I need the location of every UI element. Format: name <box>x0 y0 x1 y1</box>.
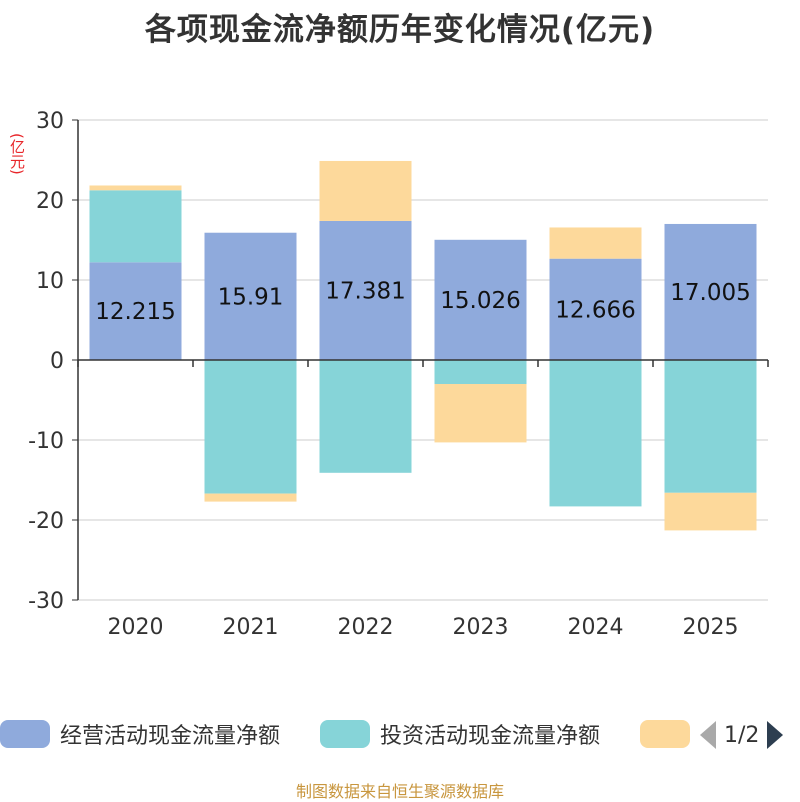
next-page-icon[interactable] <box>767 721 784 749</box>
x-tick-label: 2024 <box>568 615 624 640</box>
bar-2025-series-0 <box>664 223 757 360</box>
bar-2025-series-2 <box>664 492 757 531</box>
y-tick-label: 20 <box>36 189 64 214</box>
legend-pager: 1/2 <box>700 718 784 752</box>
chart-title: 各项现金流净额历年变化情况(亿元) <box>144 12 656 48</box>
data-label-2022: 17.381 <box>325 278 405 304</box>
legend-item-financing[interactable] <box>640 716 700 752</box>
legend-swatch-financing <box>640 720 690 748</box>
bar-2021-series-1 <box>204 360 297 494</box>
y-tick-label: -20 <box>28 509 64 534</box>
data-label-2025: 17.005 <box>670 280 750 306</box>
bar-2022-series-1 <box>319 360 412 473</box>
legend-label-investing: 投资活动现金流量净额 <box>380 724 601 749</box>
x-tick-label: 2022 <box>338 615 394 640</box>
data-label-2023: 15.026 <box>440 288 520 314</box>
legend-item-investing[interactable]: 投资活动现金流量净额 <box>320 716 600 752</box>
y-tick-label: 30 <box>36 109 64 134</box>
y-axis-unit-label: (亿元) <box>8 133 26 175</box>
bar-2021-series-2 <box>204 493 297 502</box>
y-tick-label: -10 <box>28 429 64 454</box>
legend-swatch-investing <box>320 720 370 748</box>
bar-2024-series-2 <box>549 227 642 259</box>
x-tick-label: 2020 <box>108 615 164 640</box>
legend: 经营活动现金流量净额 投资活动现金流量净额 <box>0 716 800 756</box>
legend-label-operating: 经营活动现金流量净额 <box>60 724 281 749</box>
data-label-2020: 12.215 <box>95 299 175 325</box>
y-tick-label: 10 <box>36 269 64 294</box>
bar-2025-series-1 <box>664 360 757 493</box>
bar-2021-series-0 <box>204 232 297 360</box>
data-source-note: 制图数据来自恒生聚源数据库 <box>295 782 504 801</box>
axes: 30 20 10 0 -10 -20 -30 2020 2021 2022 2023 2024 2025 <box>28 109 769 640</box>
bar-2024-series-0 <box>549 258 642 360</box>
legend-swatch-operating <box>0 720 50 748</box>
data-label-2024: 12.666 <box>555 297 635 323</box>
bar-2023-series-2 <box>434 384 527 443</box>
bar-2023-series-1 <box>434 360 527 384</box>
x-tick-label: 2023 <box>453 615 509 640</box>
bar-chart: 30 20 10 0 -10 -20 -30 2020 2021 2022 2023 2024 2025… <box>28 109 769 640</box>
bar-2022-series-2 <box>319 160 412 221</box>
x-tick-label: 2021 <box>223 615 279 640</box>
bars <box>89 160 757 531</box>
data-label-2021: 15.91 <box>218 284 284 310</box>
y-tick-label: 0 <box>50 349 64 374</box>
bar-2023-series-0 <box>434 239 527 360</box>
bar-2020-series-0 <box>89 262 182 360</box>
y-tick-label: -30 <box>28 589 64 614</box>
bar-2024-series-1 <box>549 360 642 507</box>
bar-2020-series-1 <box>89 190 182 263</box>
previous-page-icon[interactable] <box>700 721 716 749</box>
bar-2022-series-0 <box>319 220 412 360</box>
legend-item-operating[interactable]: 经营活动现金流量净额 <box>0 716 280 752</box>
bar-2020-series-2 <box>89 185 182 191</box>
data-labels: 12.215 15.91 17.381 15.026 12.666 17.005 <box>95 278 750 325</box>
x-tick-label: 2025 <box>683 615 739 640</box>
legend-page-indicator: 1/2 <box>724 722 760 748</box>
